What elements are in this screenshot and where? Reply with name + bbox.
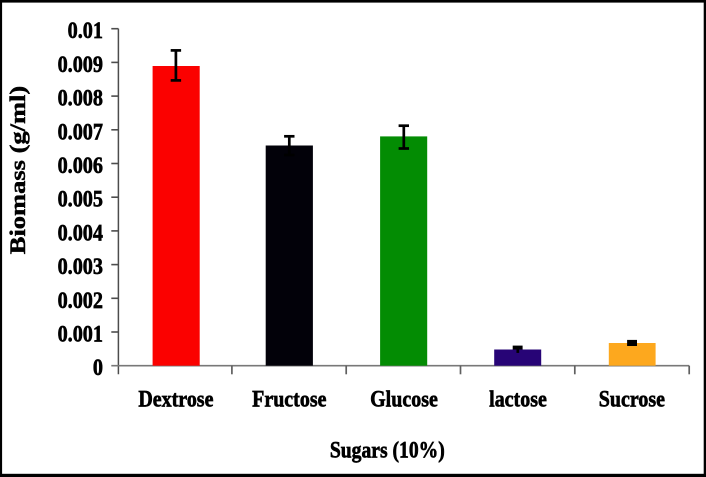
svg-text:Glucose: Glucose [370, 386, 438, 412]
svg-text:0.005: 0.005 [58, 185, 103, 212]
svg-text:lactose: lactose [489, 386, 547, 412]
svg-text:0.01: 0.01 [68, 17, 103, 44]
svg-text:Fructose: Fructose [252, 386, 327, 412]
svg-text:0.009: 0.009 [58, 50, 103, 77]
svg-text:0.003: 0.003 [58, 253, 103, 280]
svg-text:0.008: 0.008 [58, 84, 103, 111]
svg-text:Dextrose: Dextrose [138, 386, 213, 412]
svg-text:0.001: 0.001 [58, 320, 103, 347]
svg-text:0.007: 0.007 [58, 118, 103, 145]
svg-text:Biomass (g/ml): Biomass (g/ml) [6, 86, 31, 254]
svg-text:0.006: 0.006 [58, 151, 103, 178]
svg-text:0.004: 0.004 [58, 219, 103, 246]
svg-text:Sugars (10%): Sugars (10%) [330, 437, 445, 463]
svg-text:Sucrose: Sucrose [599, 386, 666, 412]
svg-text:0.002: 0.002 [58, 286, 103, 313]
svg-text:0: 0 [93, 354, 103, 381]
